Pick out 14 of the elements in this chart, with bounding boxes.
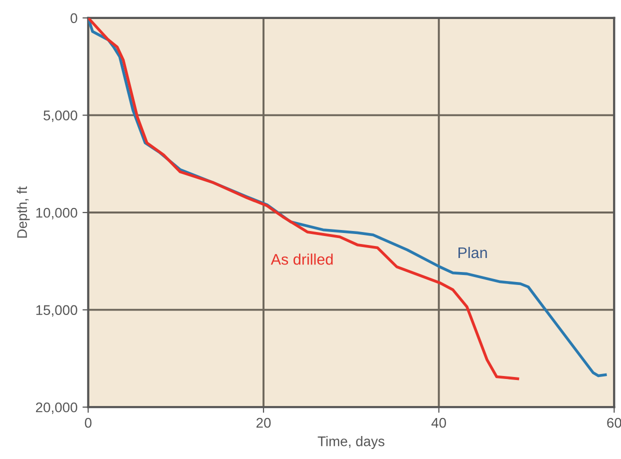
y-tick-label: 15,000 — [36, 305, 78, 317]
y-tick-label: 5,000 — [44, 110, 78, 122]
series-label: Plan — [458, 246, 487, 258]
x-tick-label: 40 — [431, 418, 446, 428]
series-label: As drilled — [270, 254, 333, 265]
y-axis-title: Depth, ft — [16, 186, 30, 238]
y-tick-label: 10,000 — [36, 208, 78, 220]
line-series — [88, 18, 520, 380]
y-tick-label: 20,000 — [36, 402, 78, 414]
y-tick-label: 0 — [70, 13, 78, 24]
x-tick-label: 0 — [84, 418, 92, 428]
x-tick-label: 60 — [607, 418, 621, 428]
x-axis-title: Time, days — [318, 436, 384, 449]
x-tick-label: 20 — [256, 418, 271, 428]
